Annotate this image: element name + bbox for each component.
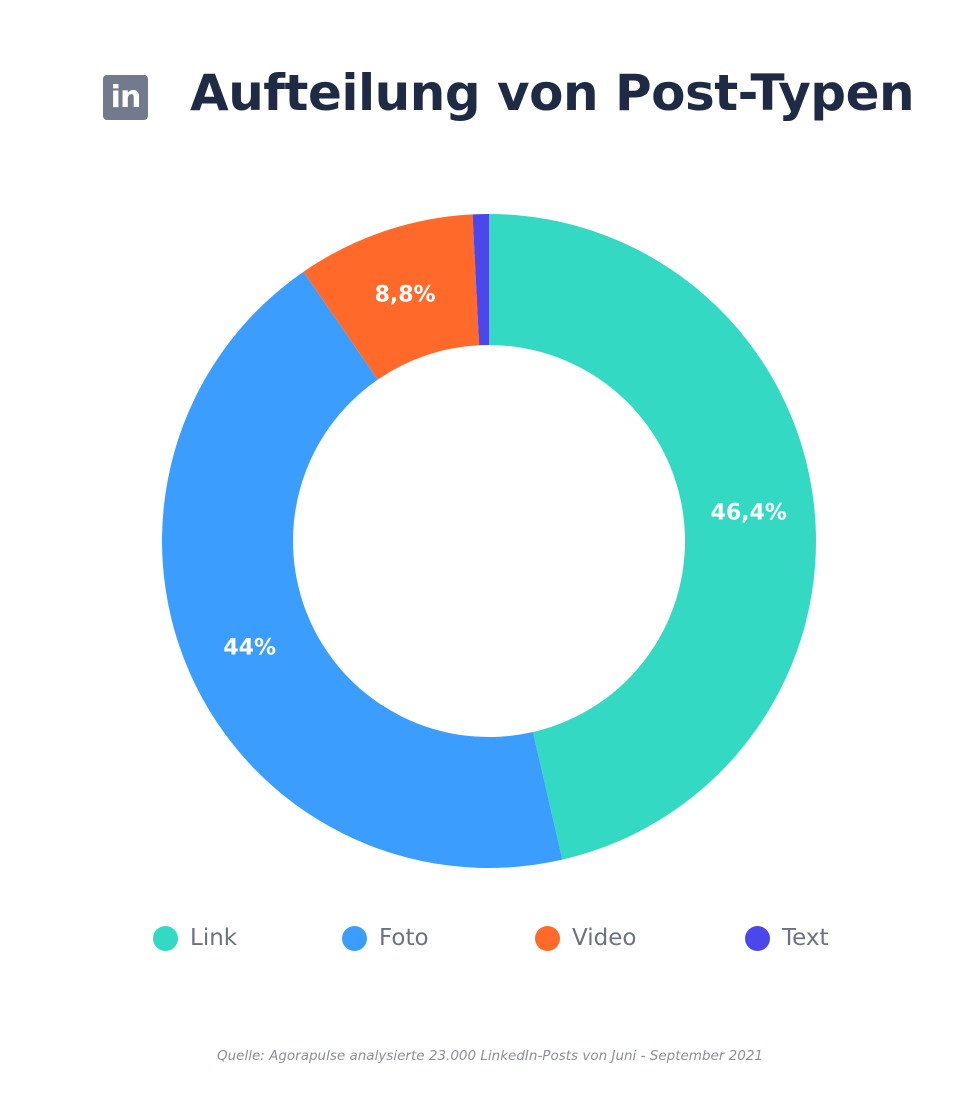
legend: Link Foto Video Text xyxy=(0,925,980,959)
linkedin-icon: in xyxy=(103,75,148,120)
legend-label: Text xyxy=(782,925,829,951)
legend-swatch xyxy=(745,925,770,951)
legend-swatch xyxy=(342,925,367,951)
source-note: Quelle: Agorapulse analysierte 23.000 Li… xyxy=(216,1048,764,1064)
legend-swatch xyxy=(153,925,178,951)
data-label-video: 8,8% xyxy=(375,282,436,307)
legend-item-foto: Foto xyxy=(342,925,429,951)
legend-label: Video xyxy=(572,925,637,951)
legend-swatch xyxy=(535,925,560,951)
legend-item-video: Video xyxy=(535,925,636,951)
chart-title: Aufteilung von Post-Typen xyxy=(190,64,915,122)
slice-text xyxy=(472,214,489,346)
legend-label: Link xyxy=(190,925,238,951)
legend-item-text: Text xyxy=(745,925,829,951)
slice-video xyxy=(303,214,480,380)
slice-link xyxy=(489,214,817,860)
legend-item-link: Link xyxy=(153,925,237,951)
data-label-link: 46,4% xyxy=(711,500,787,525)
data-label-foto: 44% xyxy=(223,635,276,660)
legend-label: Foto xyxy=(379,925,429,951)
slice-foto xyxy=(161,271,563,868)
